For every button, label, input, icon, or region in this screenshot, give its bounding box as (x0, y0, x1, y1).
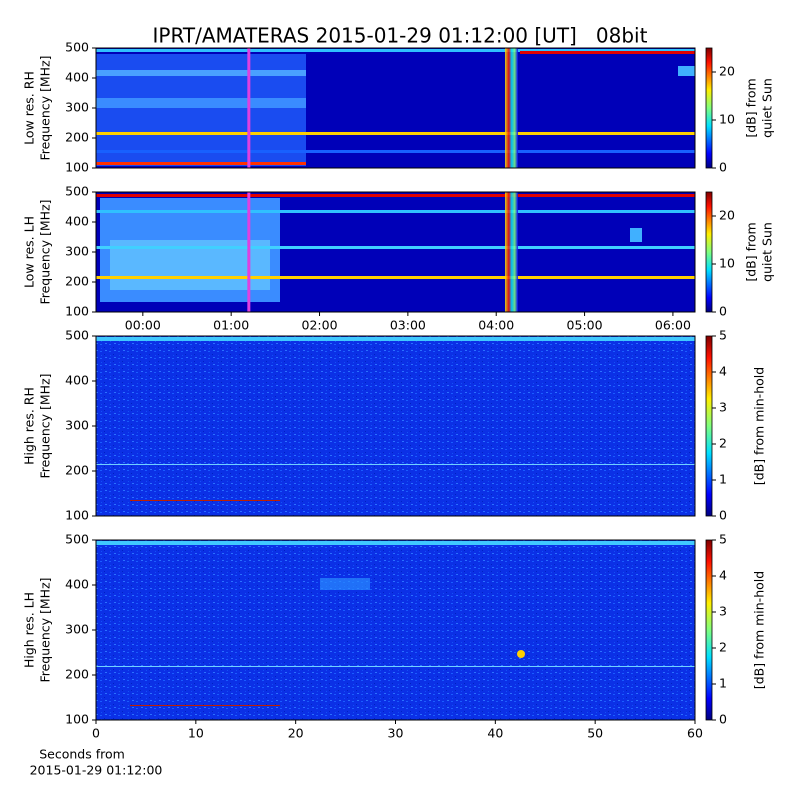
colorbar-label: quiet Sun (760, 222, 775, 282)
y-axis-label: Frequency [MHz] (38, 373, 53, 478)
colorbar-label: [dB] from (744, 222, 759, 281)
y-tick-label: 100 (65, 160, 89, 175)
y-tick-label: 100 (65, 508, 89, 523)
colorbar-tick-label: 5 (719, 328, 727, 343)
colorbar-tick-label: 10 (719, 112, 735, 127)
colorbar-tick-label: 2 (719, 640, 727, 655)
x-axis-label: 2015-01-29 01:12:00 (30, 763, 163, 778)
spectrogram-image (96, 48, 695, 720)
y-tick-label: 400 (65, 214, 89, 229)
colorbar (705, 335, 713, 517)
x-tick-label: 06:00 (655, 318, 691, 333)
colorbar-label: [dB] from (744, 78, 759, 137)
y-tick-label: 500 (65, 40, 89, 55)
y-axis-label: Low res. RH (22, 71, 37, 145)
y-tick-label: 200 (65, 667, 89, 682)
y-tick-label: 500 (65, 328, 89, 343)
y-tick-label: 400 (65, 577, 89, 592)
x-tick-label: 05:00 (567, 318, 603, 333)
colorbar-tick-label: 10 (719, 256, 735, 271)
colorbar-label: [dB] from min-hold (752, 367, 767, 485)
y-axis-label: Low res. LH (22, 216, 37, 288)
y-tick-label: 100 (65, 712, 89, 727)
x-tick-label: 10 (188, 726, 204, 741)
colorbar-tick-label: 4 (719, 568, 727, 583)
y-tick-label: 300 (65, 622, 89, 637)
colorbar-tick-label: 0 (719, 304, 727, 319)
colorbar-tick-label: 3 (719, 604, 727, 619)
colorbar-tick-label: 3 (719, 400, 727, 415)
y-tick-label: 300 (65, 244, 89, 259)
y-tick-label: 500 (65, 184, 89, 199)
x-axis-label: Seconds from (39, 747, 125, 762)
x-tick-label: 01:00 (213, 318, 249, 333)
colorbar-tick-label: 20 (719, 64, 735, 79)
colorbar-tick-label: 0 (719, 508, 727, 523)
y-axis-label: High res. LH (22, 592, 37, 668)
colorbar (705, 539, 713, 721)
y-axis-label: High res. RH (22, 387, 37, 465)
y-axis-label: Frequency [MHz] (38, 577, 53, 682)
colorbar-tick-label: 0 (719, 160, 727, 175)
y-tick-label: 400 (65, 373, 89, 388)
colorbar-label: [dB] from min-hold (752, 571, 767, 689)
colorbar-tick-label: 1 (719, 472, 727, 487)
x-tick-label: 02:00 (302, 318, 338, 333)
y-tick-label: 500 (65, 532, 89, 547)
colorbar (705, 47, 713, 169)
y-axis-label: Frequency [MHz] (38, 199, 53, 304)
x-tick-label: 50 (587, 726, 603, 741)
y-axis-label: Frequency [MHz] (38, 55, 53, 160)
figure-title: IPRT/AMATERAS 2015-01-29 01:12:00 [UT] 0… (153, 24, 648, 48)
x-tick-label: 04:00 (478, 318, 514, 333)
y-tick-label: 400 (65, 70, 89, 85)
y-tick-label: 300 (65, 418, 89, 433)
x-tick-label: 40 (487, 726, 503, 741)
x-tick-label: 00:00 (125, 318, 161, 333)
colorbar-tick-label: 0 (719, 712, 727, 727)
y-tick-label: 200 (65, 463, 89, 478)
y-tick-label: 200 (65, 274, 89, 289)
y-tick-label: 200 (65, 130, 89, 145)
x-tick-label: 03:00 (390, 318, 426, 333)
x-tick-label: 20 (288, 726, 304, 741)
colorbar-tick-label: 20 (719, 208, 735, 223)
colorbar-tick-label: 1 (719, 676, 727, 691)
x-tick-label: 0 (92, 726, 100, 741)
colorbar-tick-label: 4 (719, 364, 727, 379)
y-tick-label: 100 (65, 304, 89, 319)
x-tick-label: 60 (687, 726, 703, 741)
colorbar-label: quiet Sun (760, 78, 775, 138)
x-tick-label: 30 (388, 726, 404, 741)
colorbar-tick-label: 2 (719, 436, 727, 451)
y-tick-label: 300 (65, 100, 89, 115)
colorbar-tick-label: 5 (719, 532, 727, 547)
colorbar (705, 191, 713, 313)
